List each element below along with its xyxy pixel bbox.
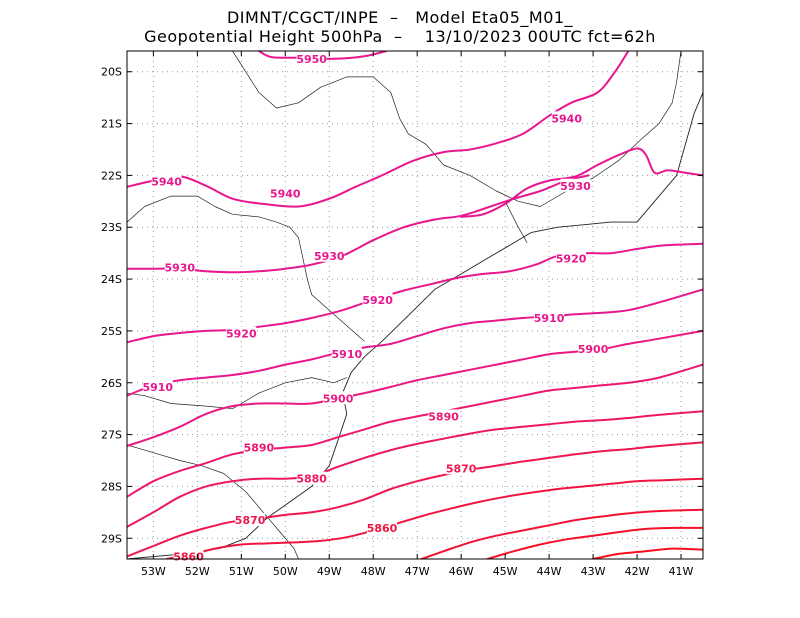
contour-label-bg xyxy=(164,260,195,274)
y-tick-label: 29S xyxy=(101,532,122,545)
x-tick-label: 51W xyxy=(229,565,254,578)
x-tick-label: 53W xyxy=(141,565,166,578)
contour-label-bg xyxy=(331,347,362,361)
contour-5900 xyxy=(127,329,703,447)
state-border xyxy=(127,377,347,410)
contour-label: 5880 xyxy=(296,473,327,486)
state-border xyxy=(504,201,528,243)
contour-5870 xyxy=(127,441,703,558)
contour-label-bg xyxy=(578,342,609,356)
contour-label: 5920 xyxy=(226,328,257,341)
contour-5880 xyxy=(127,410,703,528)
contour-label-bg xyxy=(560,178,591,192)
contour-5850 xyxy=(420,508,703,559)
contour-label-bg xyxy=(556,251,587,265)
x-tick-label: 45W xyxy=(493,565,518,578)
x-tick-label: 48W xyxy=(361,565,386,578)
x-tick-label: 50W xyxy=(273,565,298,578)
x-tick-label: 43W xyxy=(581,565,606,578)
y-tick-label: 24S xyxy=(101,273,122,286)
y-tick-label: 23S xyxy=(101,221,122,234)
contour-label: 5940 xyxy=(270,188,301,201)
y-tick-label: 22S xyxy=(101,169,122,182)
contour-5830 xyxy=(592,547,703,559)
contour-label-bg xyxy=(314,248,345,262)
contour-label-bg xyxy=(428,409,459,423)
contour-label-bg xyxy=(534,310,565,324)
contour-label: 5920 xyxy=(556,252,587,265)
contour-5930 xyxy=(127,174,590,274)
contour-label: 5900 xyxy=(578,343,609,356)
map-title-line1: DIMNT/CGCT/INPE – Model Eta05_M01_ xyxy=(226,8,574,27)
contour-label: 5920 xyxy=(362,294,393,307)
height-contours xyxy=(127,51,703,559)
contour-label: 5930 xyxy=(164,262,195,275)
contour-label: 5910 xyxy=(332,348,363,361)
x-tick-label: 42W xyxy=(625,565,650,578)
contour-label-bg xyxy=(226,326,257,340)
contour-label-bg xyxy=(243,440,274,454)
x-tick-label: 47W xyxy=(405,565,430,578)
contour-label-bg xyxy=(367,520,398,534)
graticule-grid xyxy=(127,51,703,559)
contour-label: 5930 xyxy=(560,180,591,193)
x-tick-label: 41W xyxy=(669,565,694,578)
contour-5860 xyxy=(165,477,703,559)
y-tick-label: 28S xyxy=(101,480,122,493)
contour-label: 5860 xyxy=(367,522,398,535)
x-tick-label: 49W xyxy=(317,565,342,578)
contour-label-bg xyxy=(142,379,173,393)
state-border xyxy=(127,195,365,342)
contour-label: 5890 xyxy=(428,410,459,423)
contour-label: 5930 xyxy=(314,250,345,263)
contour-label-bg xyxy=(270,186,301,200)
contour-label: 5860 xyxy=(173,550,204,563)
map-title-line2: Geopotential Height 500hPa – 13/10/2023 … xyxy=(144,27,656,46)
contour-label-bg xyxy=(235,513,266,527)
x-tick-label: 44W xyxy=(537,565,562,578)
contour-label: 5900 xyxy=(323,392,354,405)
contour-label: 5950 xyxy=(296,53,327,66)
contour-label-bg xyxy=(296,51,327,65)
contour-5920 xyxy=(127,242,703,344)
contour-5940 xyxy=(127,51,630,208)
contour-5890 xyxy=(127,363,703,498)
contour-label-bg xyxy=(446,461,477,475)
coastline xyxy=(127,92,703,559)
state-border xyxy=(127,444,299,559)
state-border xyxy=(232,51,682,207)
contour-label-bg xyxy=(151,174,182,188)
y-tick-label: 25S xyxy=(101,325,122,338)
contour-labels: 5950 5940 5940 5940 5930 5930 5930 5920 5920 5920… xyxy=(142,51,609,563)
y-tick-label: 21S xyxy=(101,118,122,131)
political-boundaries xyxy=(127,51,703,559)
contour-label-bg xyxy=(323,391,354,405)
contour-5910 xyxy=(127,288,703,397)
contour-label: 5940 xyxy=(151,176,182,189)
y-tick-label: 27S xyxy=(101,429,122,442)
x-tick-label: 46W xyxy=(449,565,474,578)
contour-label-bg xyxy=(296,471,327,485)
contour-label-bg xyxy=(551,111,582,125)
contour-5940 xyxy=(460,147,703,218)
contour-label: 5890 xyxy=(244,442,275,455)
contour-label: 5870 xyxy=(446,462,477,475)
axis-ticks: 53W 52W 51W 50W 49W 48W 47W 46W 45W 44W 43W 42W 41W 2… xyxy=(101,51,703,578)
x-tick-label: 52W xyxy=(185,565,210,578)
contour-label: 5910 xyxy=(534,312,565,325)
plot-frame xyxy=(126,50,704,560)
y-tick-label: 26S xyxy=(101,377,122,390)
contour-label-bg xyxy=(362,292,393,306)
contour-5840 xyxy=(486,526,703,559)
contour-label: 5870 xyxy=(235,514,266,527)
contour-label: 5910 xyxy=(142,381,173,394)
y-tick-label: 20S xyxy=(101,66,122,79)
contour-label: 5940 xyxy=(551,112,582,125)
